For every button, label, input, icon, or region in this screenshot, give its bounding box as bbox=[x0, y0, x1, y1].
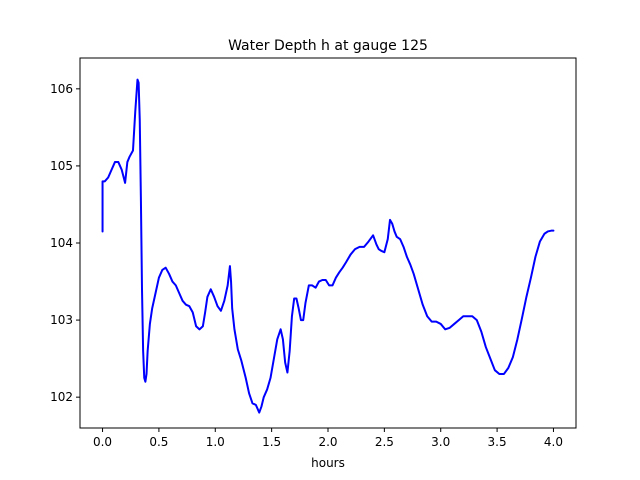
x-tick-label: 1.5 bbox=[262, 435, 281, 449]
x-tick-label: 2.5 bbox=[375, 435, 394, 449]
y-tick-label: 106 bbox=[50, 82, 73, 96]
x-tick-label: 4.0 bbox=[544, 435, 563, 449]
x-tick-label: 1.0 bbox=[206, 435, 225, 449]
y-tick-label: 105 bbox=[50, 159, 73, 173]
x-tick-label: 0.0 bbox=[93, 435, 112, 449]
series-line bbox=[101, 78, 555, 414]
y-tick-label: 104 bbox=[50, 236, 73, 250]
y-tick-label: 103 bbox=[50, 313, 73, 327]
x-tick-label: 3.5 bbox=[488, 435, 507, 449]
x-tick-label: 2.0 bbox=[318, 435, 337, 449]
y-axis: 102 103 104 105 106 bbox=[50, 82, 80, 404]
x-axis-label: hours bbox=[311, 456, 345, 470]
x-axis: 0.0 0.5 1.0 1.5 2.0 2.5 3.0 3.5 4.0 bbox=[93, 428, 563, 449]
chart-title: Water Depth h at gauge 125 bbox=[228, 38, 428, 54]
x-tick-label: 0.5 bbox=[149, 435, 168, 449]
x-tick-label: 3.0 bbox=[431, 435, 450, 449]
y-tick-label: 102 bbox=[50, 390, 73, 404]
